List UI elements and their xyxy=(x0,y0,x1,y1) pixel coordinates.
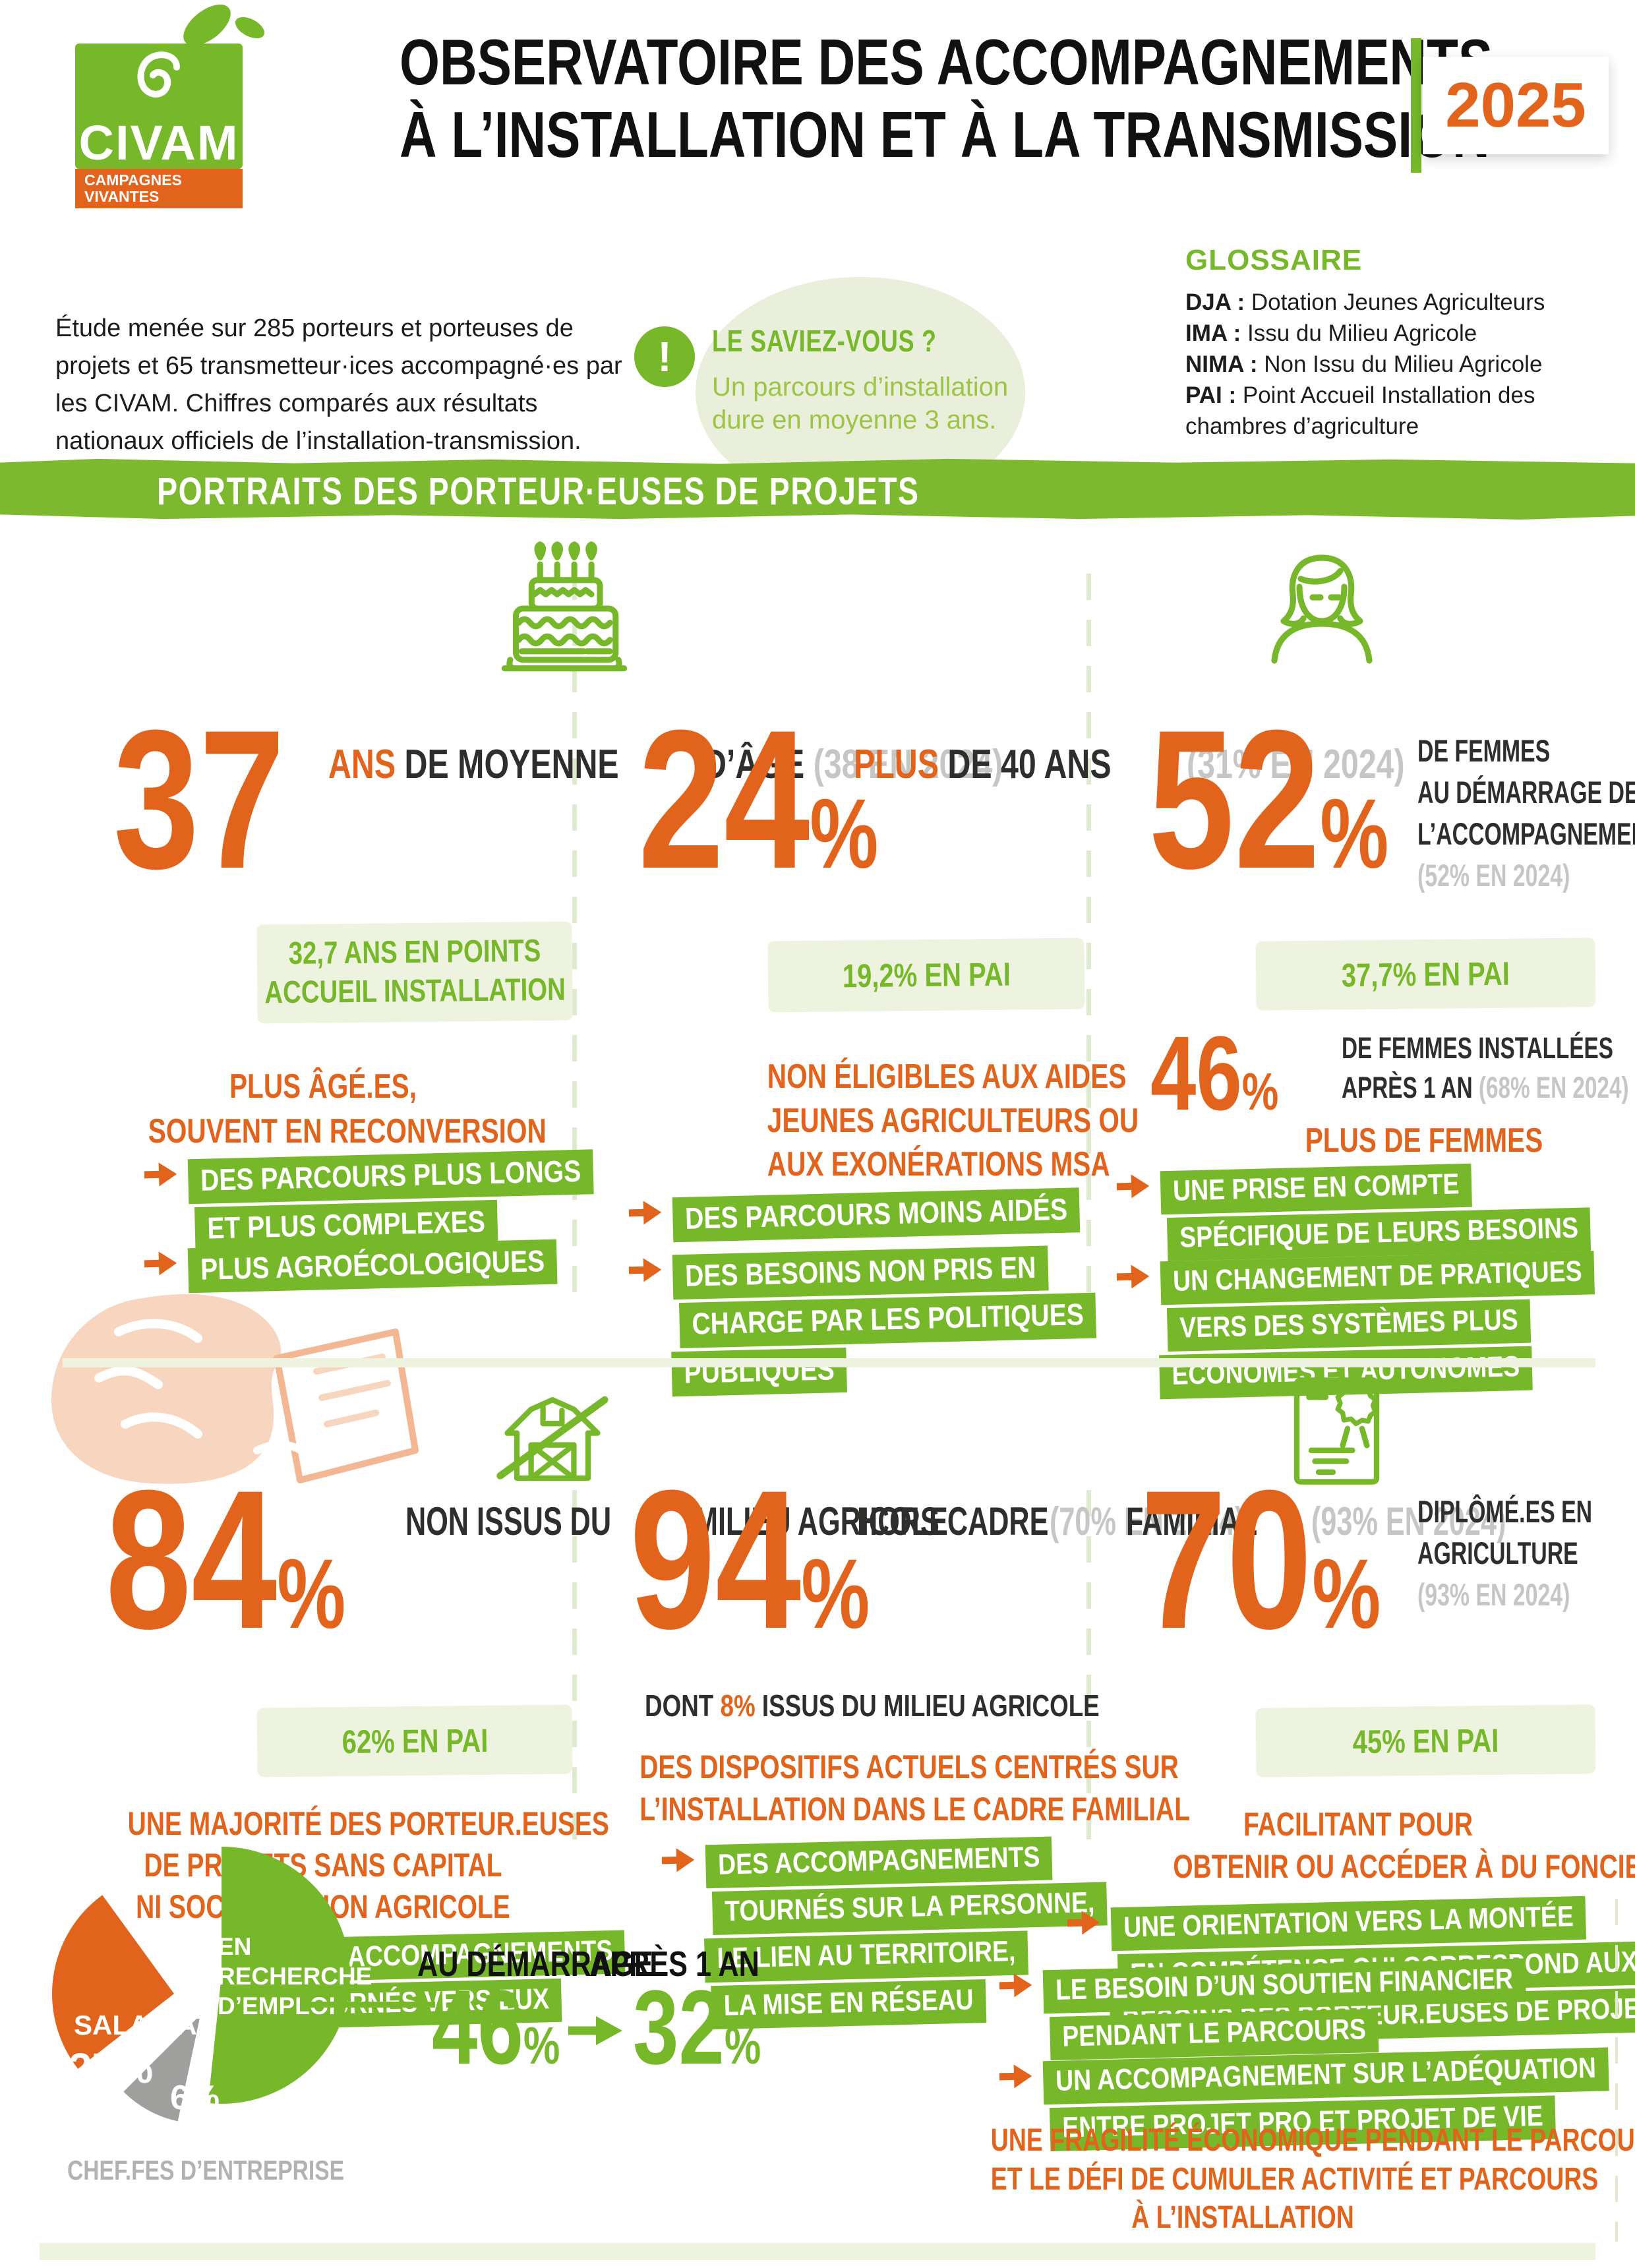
bullet-parcours-longs: DES PARCOURS PLUS LONGS ET PLUS COMPLEXE… xyxy=(142,1149,595,1257)
bullet-montee-competence: UNE ORIENTATION VERS LA MONTÉE EN COMPÉT… xyxy=(1065,1894,1635,2050)
column-divider xyxy=(572,574,577,1299)
arrow-right-icon xyxy=(1116,1174,1150,1199)
stat-nima-value: 84% xyxy=(105,1448,346,1670)
glossary-item: NIMA : Non Issu du Milieu Agricole xyxy=(1185,351,1543,377)
glossary-item: IMA : Issu du Milieu Agricole xyxy=(1185,320,1477,346)
civam-logo: CIVAM CAMPAGNES VIVANTES xyxy=(75,0,266,211)
bullet-changement-pratiques: UN CHANGEMENT DE PRATIQUES VERS DES SYST… xyxy=(1114,1251,1597,1403)
arrow-right-icon xyxy=(144,1162,177,1187)
pie-slice xyxy=(123,2015,200,2122)
statement-age: PLUS ÂGÉ.ES, SOUVENT EN RECONVERSION xyxy=(148,1067,547,1150)
stat-femmes-value: 52% xyxy=(1148,688,1389,910)
stat-nima-label: NON ISSUS DU MILIEU AGRICOLE (70% EN 202… xyxy=(405,1499,1245,1543)
green-arrow-right-icon xyxy=(568,2016,622,2045)
row-separator xyxy=(63,1358,1595,1367)
pie-connector-line xyxy=(310,2002,435,2008)
arrow-right-icon xyxy=(1067,1911,1100,1935)
bullet-agroecologiques: PLUS AGROÉCOLOGIQUES xyxy=(142,1239,558,1298)
diploma-icon xyxy=(1293,1377,1380,1485)
leaf-icon xyxy=(183,4,265,46)
arrow-right-icon xyxy=(999,1973,1032,1998)
tip-text-line1: Un parcours d’installation xyxy=(712,373,1009,402)
statement-femmes: PLUS DE FEMMES xyxy=(1305,1121,1543,1160)
tip-text-line2: dure en moyenne 3 ans. xyxy=(712,405,997,434)
arrow-right-icon xyxy=(628,1201,662,1225)
flow-end-value: 32% xyxy=(633,1968,761,2086)
pie-value-salariat: 27% xyxy=(69,2044,154,2092)
logo-name: CIVAM xyxy=(78,115,239,170)
pie-slice xyxy=(51,1895,174,2069)
intro-paragraph: Étude menée sur 285 porteurs et porteuse… xyxy=(55,314,622,455)
bullet-besoins-non-pris: DES BESOINS NON PRIS EN CHARGE PAR LES P… xyxy=(626,1245,1098,1401)
title-line1: OBSERVATOIRE DES ACCOMPAGNEMENTS xyxy=(400,26,1493,98)
tip-title: LE SAVIEZ-VOUS ? xyxy=(712,324,937,358)
pie-label-recherche-emploi: EN RECHERCHE D’EMPLOI xyxy=(218,1933,372,2020)
stat-hcf-label: HORS CADRE FAMILIAL (93% EN 2024) xyxy=(857,1499,1506,1543)
arrow-right-icon xyxy=(1116,1265,1150,1289)
column-divider xyxy=(1086,574,1091,1299)
crossed-barn-icon xyxy=(496,1396,609,1481)
logo-subtitle: CAMPAGNES VIVANTES xyxy=(84,171,182,205)
stat-diplomes-label: DIPLÔMÉ.ES EN AGRICULTURE (93% EN 2024) xyxy=(1417,1494,1593,1612)
arrow-right-icon xyxy=(661,1848,695,1872)
pai-box-femmes: 37,7% EN PAI xyxy=(1255,938,1596,1011)
pie-label-salariat: SALARIAT xyxy=(74,2010,212,2041)
arrow-right-icon xyxy=(999,2064,1032,2089)
glossary: GLOSSAIRE DJA : Dotation Jeunes Agricult… xyxy=(1185,244,1607,442)
stat-diplomes-value: 70% xyxy=(1141,1448,1381,1670)
flow-end-label: APRÈS 1 AN xyxy=(589,1944,759,1984)
pie-value-chefs: 6% xyxy=(170,2079,220,2117)
stat-femmes-label: DE FEMMES AU DÉMARRAGE DE L’ACCOMPAGNEME… xyxy=(1417,733,1635,893)
pie-label-chefs: CHEF.FES D’ENTREPRISE xyxy=(67,2155,345,2186)
status-pie-chart xyxy=(51,1847,350,2122)
stat-hcf-value: 94% xyxy=(630,1448,870,1670)
year-badge-bar xyxy=(1411,38,1421,173)
pai-box-diplomes: 45% EN PAI xyxy=(1255,1704,1596,1777)
stat-hcf-subline: DONT 8% ISSUS DU MILIEU AGRICOLE xyxy=(645,1688,1100,1723)
statement-dispositifs: DES DISPOSITIFS ACTUELS CENTRÉS SUR L’INS… xyxy=(639,1748,1191,1828)
year: 2025 xyxy=(1445,70,1586,140)
pie-slice xyxy=(208,1847,350,2104)
flow-start-value: 46% xyxy=(432,1968,560,2086)
woman-icon xyxy=(1271,554,1373,664)
bullet-accompagnements-personne: DES ACCOMPAGNEMENTS TOURNÉS SUR LA PERSO… xyxy=(659,1835,1110,2033)
glossary-item: PAI : Point Accueil Installation des cha… xyxy=(1185,382,1535,439)
stat-40ans-label: PLUS DE 40 ANS (31% EN 2024) xyxy=(854,742,1405,787)
stat-femmes-1an-value: 46% xyxy=(1150,1014,1279,1132)
stat-age-value: 37 xyxy=(113,688,285,910)
pai-box-40ans: 19,2% EN PAI xyxy=(767,938,1085,1013)
year-badge: 2025 xyxy=(1423,57,1609,154)
bullet-prise-en-compte: UNE PRISE EN COMPTE SPÉCIFIQUE DE LEURS … xyxy=(1114,1160,1591,1266)
bullet-parcours-moins-aides: DES PARCOURS MOINS AIDÉS xyxy=(626,1187,1081,1247)
glossary-item: DJA : Dotation Jeunes Agriculteurs xyxy=(1185,289,1545,315)
stat-age-label: ANS DE MOYENNE D’ÂGE (38 EN 2024) xyxy=(328,742,1003,787)
arrow-right-icon xyxy=(628,1258,662,1282)
page-title: OBSERVATOIRE DES ACCOMPAGNEMENTS À L’INS… xyxy=(290,26,1493,171)
bullet-adequation-projet: UN ACCOMPAGNEMENT SUR L’ADÉQUATION ENTRE… xyxy=(997,2047,1610,2156)
title-line2: À L’INSTALLATION ET À LA TRANSMISSION xyxy=(400,98,1490,171)
glossary-title: GLOSSAIRE xyxy=(1185,244,1363,276)
bottom-separator xyxy=(40,2243,1595,2260)
statement-foncier: FACILITANT POUR OBTENIR OU ACCÉDER À DU F… xyxy=(1173,1806,1635,1885)
stat-femmes-1an-label: DE FEMMES INSTALLÉES APRÈS 1 AN (68% EN … xyxy=(1342,1031,1629,1105)
right-edge-line xyxy=(1615,1899,1618,2242)
arrow-right-icon xyxy=(144,1251,177,1276)
column-divider xyxy=(1086,1490,1091,1859)
exclamation-icon: ! xyxy=(634,326,695,387)
birthday-cake-icon xyxy=(501,541,628,672)
pai-box-age: 32,7 ANS EN POINTS ACCUEIL INSTALLATION xyxy=(256,921,573,1024)
statement-aides: NON ÉLIGIBLES AUX AIDES JEUNES AGRICULTEU… xyxy=(767,1058,1139,1184)
bottom-note: UNE FRAGILITÉ ÉCONOMIQUE PENDANT LE PARC… xyxy=(990,2123,1635,2236)
spiral-apple-icon xyxy=(137,51,180,98)
tip: LE SAVIEZ-VOUS ? Un parcours d’installat… xyxy=(712,323,1008,436)
bullet-soutien-financier: LE BESOIN D’UN SOUTIEN FINANCIER PENDANT… xyxy=(997,1958,1527,2065)
column-divider xyxy=(572,1490,577,1859)
section-banner: PORTRAITS DES PORTEUR·EUSES DE PROJETS xyxy=(0,458,1635,520)
pai-box-nima: 62% EN PAI xyxy=(256,1704,573,1777)
banner-title: PORTRAITS DES PORTEUR·EUSES DE PROJETS xyxy=(157,470,920,513)
stat-40ans-value: 24% xyxy=(638,688,879,910)
